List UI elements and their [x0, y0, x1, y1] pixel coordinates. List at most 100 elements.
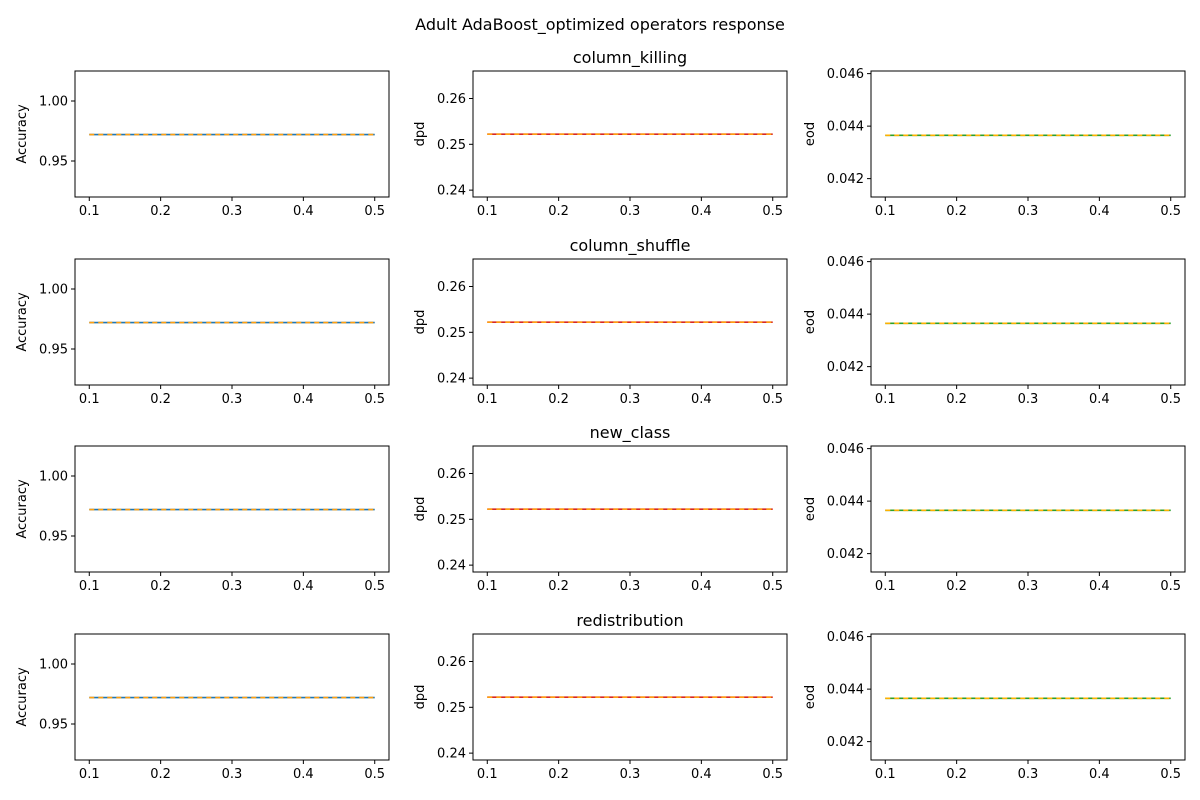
x-tick-label: 0.2	[946, 392, 967, 407]
x-tick-label: 0.2	[548, 579, 569, 594]
x-tick-label: 0.4	[691, 392, 712, 407]
y-tick-label: 1.00	[39, 283, 68, 298]
x-tick-label: 0.1	[79, 392, 100, 407]
x-tick-label: 0.1	[875, 204, 896, 219]
axes-frame	[870, 633, 1186, 761]
y-tick-label: 0.95	[39, 155, 68, 170]
x-tick-label: 0.1	[875, 392, 896, 407]
axes-frame	[870, 70, 1186, 198]
axes-frame	[870, 445, 1186, 573]
x-tick-label: 0.1	[477, 204, 498, 219]
y-tick-label: 0.25	[437, 326, 466, 341]
subplot-grid: 0.1 0.2 0.3 0.4 0.5 0.95 1.00 Accuracy 0.1 0.2 0.3…	[15, 48, 1186, 782]
subplot-4-1: 0.1 0.2 0.3 0.4 0.5 0.95 1.00 Accuracy	[15, 633, 390, 782]
x-tick-label: 0.3	[222, 204, 243, 219]
y-tick-label: 0.24	[437, 184, 466, 199]
subplot-2-2: 0.1 0.2 0.3 0.4 0.5 0.24 0.25 0.26 dpd column_shu…	[413, 236, 788, 407]
y-tick-label: 0.042	[827, 547, 864, 562]
y-tick-label: 0.042	[827, 172, 864, 187]
y-tick-label: 0.044	[827, 120, 864, 135]
x-tick-label: 0.4	[1089, 392, 1110, 407]
y-tick-label: 0.042	[827, 735, 864, 750]
subplot-3-1: 0.1 0.2 0.3 0.4 0.5 0.95 1.00 Accuracy	[15, 445, 390, 594]
x-tick-label: 0.5	[1160, 767, 1181, 782]
y-tick-label: 1.00	[39, 470, 68, 485]
subplot-3-2: 0.1 0.2 0.3 0.4 0.5 0.24 0.25 0.26 dpd new_class	[413, 423, 788, 594]
y-tick-label: 0.25	[437, 138, 466, 153]
x-tick-label: 0.4	[1089, 204, 1110, 219]
x-tick-label: 0.5	[1160, 392, 1181, 407]
y-tick-label: 0.95	[39, 718, 68, 733]
y-axis-label: eod	[803, 497, 818, 521]
y-tick-label: 1.00	[39, 95, 68, 110]
x-tick-label: 0.2	[548, 204, 569, 219]
x-tick-label: 0.4	[1089, 767, 1110, 782]
subplot-title: redistribution	[576, 611, 683, 630]
y-tick-label: 0.25	[437, 701, 466, 716]
y-tick-label: 0.046	[827, 255, 864, 270]
x-tick-label: 0.4	[293, 204, 314, 219]
x-tick-label: 0.2	[946, 204, 967, 219]
subplot-2-1: 0.1 0.2 0.3 0.4 0.5 0.95 1.00 Accuracy	[15, 258, 390, 407]
y-axis-label: Accuracy	[15, 667, 30, 727]
x-tick-label: 0.5	[364, 204, 385, 219]
y-tick-label: 0.26	[437, 92, 466, 107]
axes-frame	[870, 258, 1186, 386]
x-tick-label: 0.2	[946, 767, 967, 782]
subplot-2-3: 0.1 0.2 0.3 0.4 0.5 0.042 0.044 0.046 eod	[803, 255, 1186, 407]
y-axis-label: dpd	[413, 497, 428, 522]
subplot-title: column_shuffle	[570, 236, 691, 256]
y-axis-label: Accuracy	[15, 479, 30, 539]
y-axis-label: eod	[803, 122, 818, 146]
y-tick-label: 0.26	[437, 280, 466, 295]
x-tick-label: 0.1	[875, 767, 896, 782]
x-tick-label: 0.1	[875, 579, 896, 594]
x-tick-label: 0.1	[79, 579, 100, 594]
y-axis-label: dpd	[413, 685, 428, 710]
x-tick-label: 0.5	[364, 767, 385, 782]
x-tick-label: 0.3	[620, 392, 641, 407]
subplot-title: new_class	[590, 423, 671, 443]
y-axis-label: Accuracy	[15, 292, 30, 352]
y-tick-label: 0.26	[437, 655, 466, 670]
y-tick-label: 0.046	[827, 630, 864, 645]
x-tick-label: 0.2	[548, 767, 569, 782]
y-tick-label: 0.24	[437, 559, 466, 574]
x-tick-label: 0.3	[620, 204, 641, 219]
subplot-1-3: 0.1 0.2 0.3 0.4 0.5 0.042 0.044 0.046 eod	[803, 67, 1186, 219]
y-tick-label: 0.044	[827, 683, 864, 698]
x-tick-label: 0.5	[762, 392, 783, 407]
x-tick-label: 0.4	[691, 204, 712, 219]
y-tick-label: 1.00	[39, 658, 68, 673]
y-tick-label: 0.24	[437, 372, 466, 387]
subplot-4-3: 0.1 0.2 0.3 0.4 0.5 0.042 0.044 0.046 eod	[803, 630, 1186, 782]
x-tick-label: 0.3	[620, 579, 641, 594]
y-tick-label: 0.24	[437, 747, 466, 762]
y-axis-label: Accuracy	[15, 104, 30, 164]
x-tick-label: 0.5	[364, 579, 385, 594]
x-tick-label: 0.3	[1018, 204, 1039, 219]
x-tick-label: 0.5	[1160, 204, 1181, 219]
x-tick-label: 0.4	[691, 767, 712, 782]
x-tick-label: 0.5	[762, 579, 783, 594]
subplot-3-3: 0.1 0.2 0.3 0.4 0.5 0.042 0.044 0.046 eod	[803, 442, 1186, 594]
y-axis-label: dpd	[413, 122, 428, 147]
y-tick-label: 0.95	[39, 343, 68, 358]
y-tick-label: 0.95	[39, 530, 68, 545]
x-tick-label: 0.1	[477, 767, 498, 782]
y-tick-label: 0.046	[827, 67, 864, 82]
x-tick-label: 0.4	[293, 767, 314, 782]
x-tick-label: 0.2	[150, 579, 171, 594]
x-tick-label: 0.2	[946, 579, 967, 594]
x-tick-label: 0.1	[477, 392, 498, 407]
x-tick-label: 0.2	[150, 204, 171, 219]
x-tick-label: 0.5	[762, 204, 783, 219]
x-tick-label: 0.2	[548, 392, 569, 407]
y-tick-label: 0.046	[827, 442, 864, 457]
x-tick-label: 0.2	[150, 767, 171, 782]
y-tick-label: 0.26	[437, 467, 466, 482]
x-tick-label: 0.4	[1089, 579, 1110, 594]
x-tick-label: 0.5	[364, 392, 385, 407]
x-tick-label: 0.1	[79, 767, 100, 782]
